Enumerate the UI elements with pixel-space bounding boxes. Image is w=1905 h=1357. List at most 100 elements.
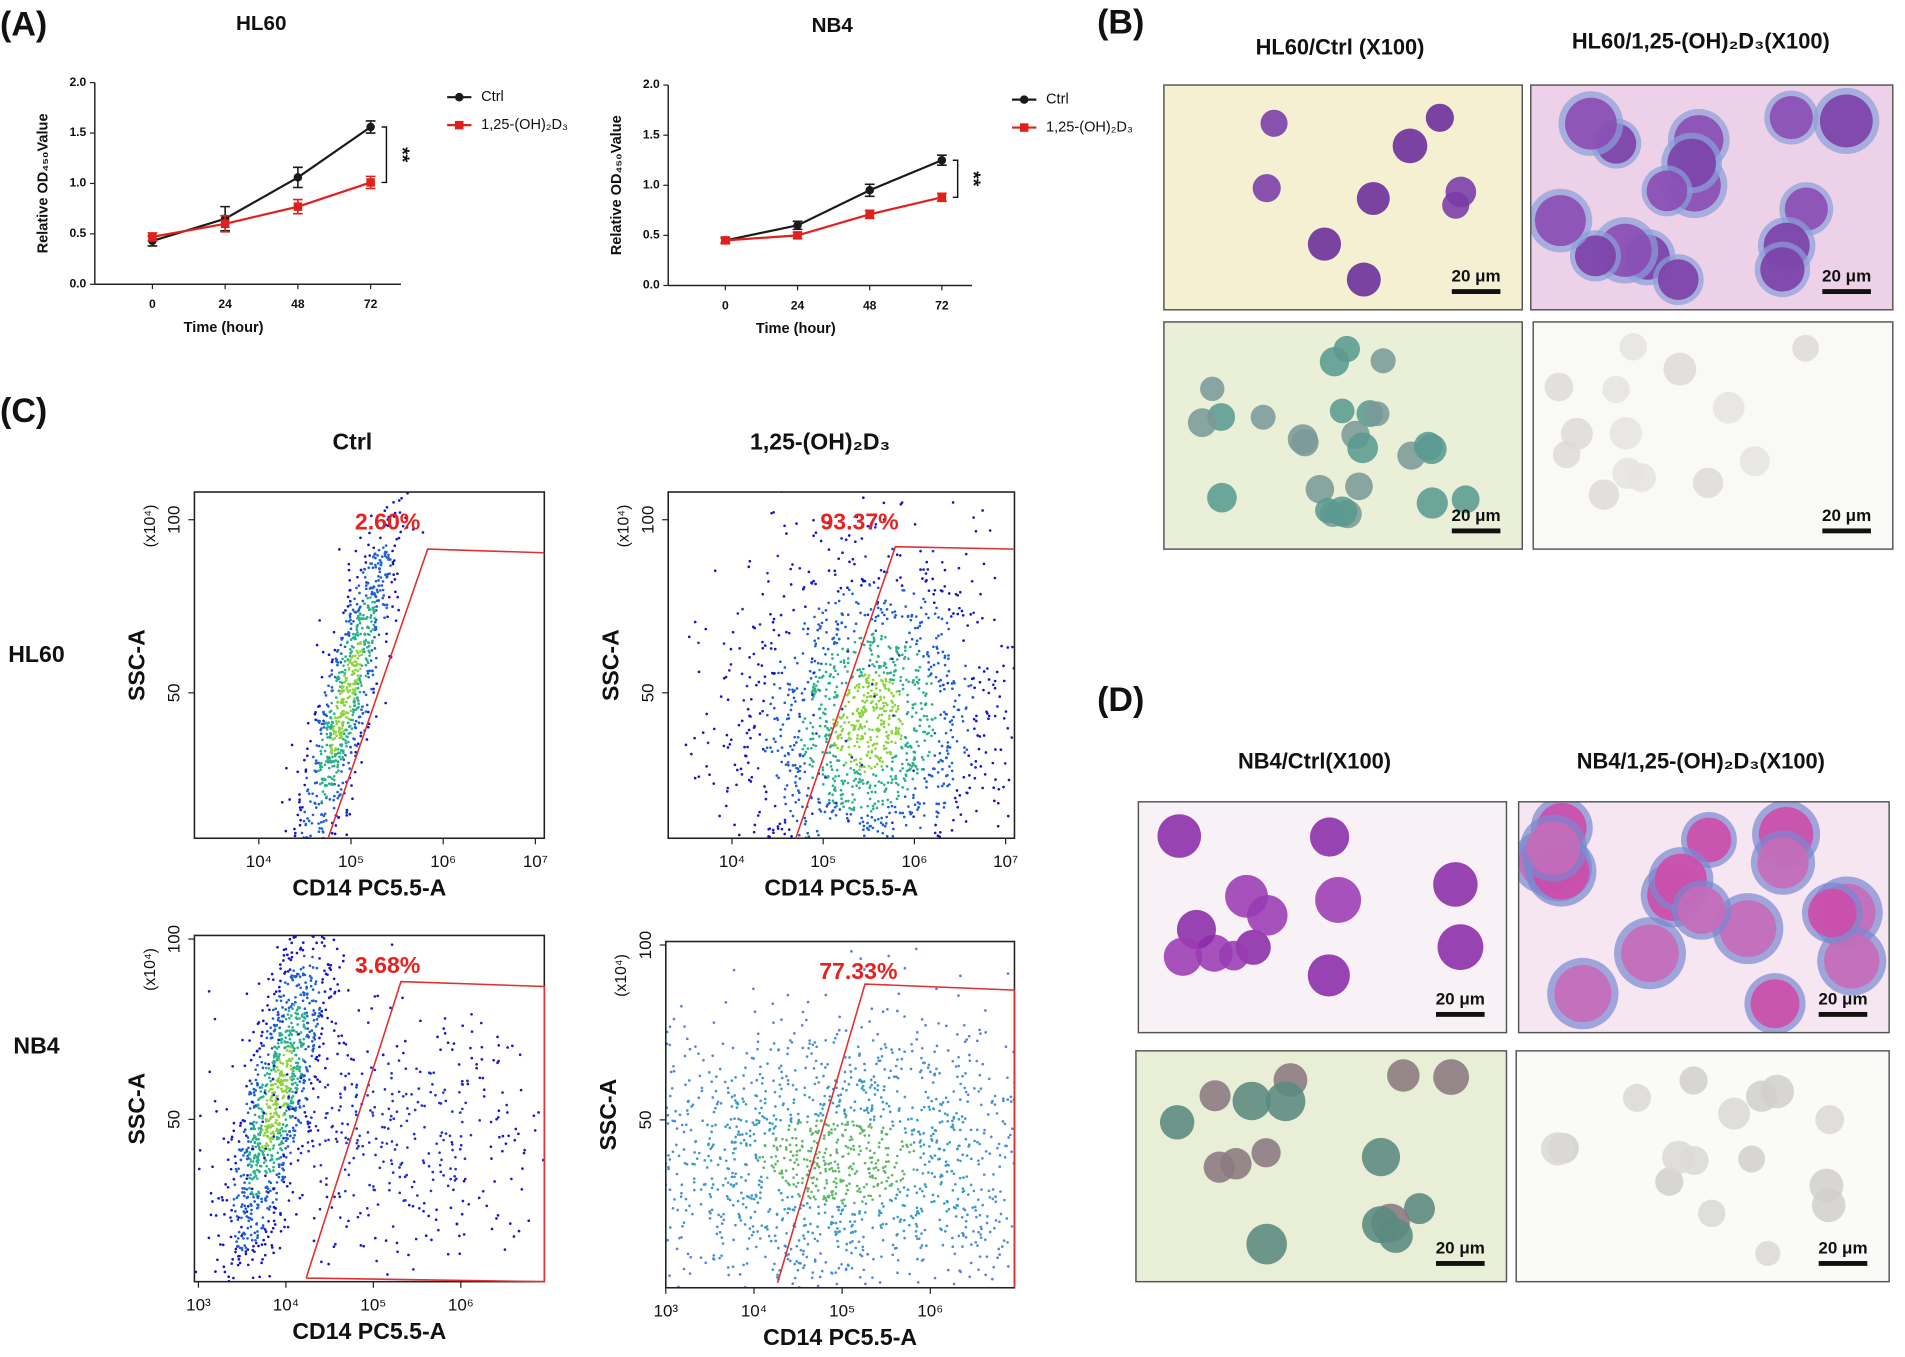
event-dot [391,605,394,608]
event-dot [813,1041,817,1044]
event-dot [431,1178,435,1182]
event-dot [307,1125,311,1129]
event-dot [995,1112,999,1115]
event-dot [764,797,768,801]
event-dot [291,1057,294,1060]
event-dot [278,1026,282,1030]
event-dot [270,972,274,976]
event-dot [350,784,353,787]
event-dot [787,752,791,756]
event-dot [311,1087,315,1090]
event-dot [889,709,892,713]
event-dot [932,663,936,667]
event-dot [363,602,367,606]
event-dot [284,1124,288,1128]
event-dot [199,1114,202,1118]
event-dot [811,732,815,736]
event-dot [348,684,352,688]
event-dot [323,1085,327,1089]
event-dot [358,690,362,694]
event-dot [262,1134,266,1137]
event-dot [298,1099,301,1102]
event-dot [282,1136,285,1140]
event-dot [385,1142,389,1145]
event-dot [336,796,340,800]
event-dot [356,623,360,627]
event-dot [281,1096,285,1100]
event-dot [304,770,308,773]
event-dot [846,586,849,590]
event-dot [940,744,944,748]
event-dot [783,666,787,669]
event-dot [824,1038,828,1042]
event-dot [812,671,815,675]
event-dot [925,560,929,564]
event-dot [352,700,356,704]
event-dot [839,748,843,752]
event-dot [672,1064,675,1068]
event-dot [666,1122,670,1125]
event-dot [675,1247,679,1251]
event-dot [285,1078,289,1082]
event-dot [758,712,762,715]
event-dot [463,1157,467,1161]
event-dot [791,563,794,566]
event-dot [342,730,345,733]
event-dot [276,1102,279,1106]
event-dot [404,516,407,520]
event-dot [898,689,901,693]
event-dot [252,1195,255,1199]
event-dot [1003,1198,1006,1202]
event-dot [448,1134,452,1138]
event-dot [248,1079,252,1083]
y-tick-label: 1.0 [643,177,660,191]
event-dot [993,686,997,690]
event-dot [976,734,979,737]
event-dot [868,797,872,801]
event-dot [266,1206,269,1210]
event-dot [288,937,292,941]
event-dot [991,683,995,687]
event-dot [829,663,832,666]
event-dot [837,759,841,762]
event-dot [297,1032,300,1036]
event-dot [868,786,871,790]
event-dot [322,1042,325,1046]
event-dot [979,592,982,596]
event-dot [351,608,355,612]
event-dot [669,1070,673,1074]
event-dot [364,594,368,597]
x-tick-label: 10³ [186,1295,211,1314]
event-dot [932,601,936,605]
event-dot [805,727,809,730]
event-dot [901,767,905,770]
event-dot [253,1113,257,1117]
event-dot [442,1174,445,1177]
event-dot [772,737,776,741]
event-dot [362,613,365,617]
event-dot [824,993,828,997]
event-dot [810,582,814,585]
event-dot [366,632,370,636]
event-dot [240,1246,244,1250]
event-dot [254,1089,257,1092]
event-dot [347,717,351,721]
event-dot [373,995,377,998]
event-dot [761,646,765,650]
event-dot [325,743,329,747]
event-dot [273,1091,276,1095]
event-dot [876,1032,880,1036]
event-dot [965,1038,969,1041]
event-dot [956,1032,959,1036]
event-dot [833,569,837,573]
event-dot [896,1009,899,1013]
event-dot [844,538,848,542]
event-dot [814,582,817,586]
event-dot [684,1209,688,1212]
event-dot [802,698,806,702]
event-dot [279,1229,283,1233]
event-dot [964,1235,968,1239]
point [366,178,375,187]
event-dot [250,1238,254,1242]
event-dot [951,1236,954,1240]
